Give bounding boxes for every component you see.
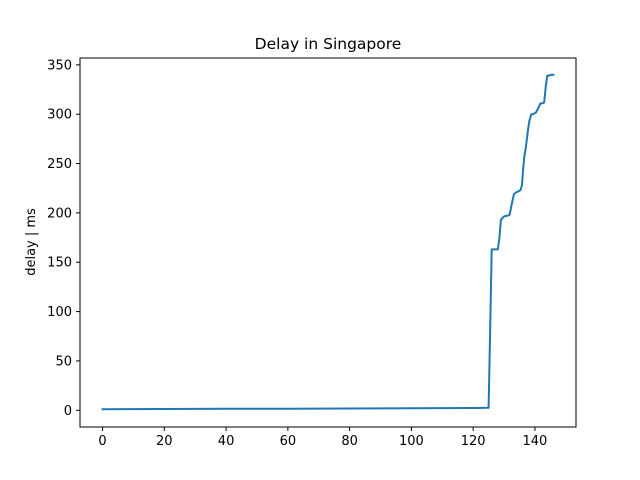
- x-tick-label: 40: [218, 434, 235, 449]
- y-tick-label: 0: [64, 404, 72, 419]
- x-tick-label: 0: [98, 434, 106, 449]
- y-tick-label: 50: [55, 354, 72, 369]
- chart-title: Delay in Singapore: [255, 35, 402, 53]
- series-line: [101, 73, 555, 411]
- y-tick-label: 250: [47, 157, 72, 172]
- x-tick-label: 80: [341, 434, 358, 449]
- y-tick-label: 300: [47, 108, 72, 123]
- plot-area: [101, 73, 555, 411]
- y-axis-label: delay | ms: [24, 208, 39, 276]
- x-tick-label: 140: [523, 434, 548, 449]
- axes-frame: [79, 57, 577, 428]
- x-tick-label: 120: [461, 434, 486, 449]
- x-tick-label: 100: [399, 434, 424, 449]
- axis-ticks: 0 20 40 60 80 100 120 140 0 50 100 150 200 250 300 350: [47, 58, 547, 449]
- x-tick-label: 20: [156, 434, 173, 449]
- y-tick-label: 350: [47, 58, 72, 73]
- y-tick-label: 100: [47, 305, 72, 320]
- x-tick-label: 60: [280, 434, 297, 449]
- y-tick-label: 200: [47, 206, 72, 221]
- y-tick-label: 150: [47, 256, 72, 271]
